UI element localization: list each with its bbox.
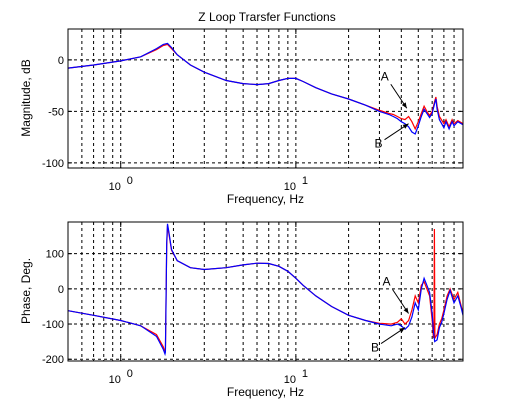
phase-ytick-label: 0 (58, 284, 64, 296)
mag-annotation-label: B (375, 137, 383, 151)
phase-plot-area (68, 222, 463, 361)
mag-plot-area (68, 29, 463, 168)
phase-ytick-label: -200 (42, 354, 64, 366)
phase-xtick-label: 10 (109, 374, 121, 386)
figure-title: Z Loop Trarsfer Functions (198, 10, 335, 24)
phase-annotation-arrowhead (403, 307, 409, 314)
phase-xtick-exponent: 1 (302, 368, 308, 380)
phase-xlabel: Frequency, Hz (227, 385, 304, 399)
phase-ylabel: Phase, Deg. (19, 258, 33, 324)
phase-annotation-label: B (371, 341, 379, 355)
mag-ytick-label: 0 (58, 55, 64, 67)
mag-ytick-label: -50 (48, 106, 64, 118)
mag-annotation-label: A (381, 69, 389, 83)
mag-series-b-line (68, 42, 463, 135)
mag-annotation-arrowhead (401, 102, 407, 109)
phase-ytick-label: -100 (42, 319, 64, 331)
mag-axes-box (67, 28, 464, 169)
magnitude-plot: -100 -50 0 10 0 10 1 A B Frequency, Hz Magnitude, … (19, 28, 464, 206)
mag-ylabel: Magnitude, dB (19, 59, 33, 136)
mag-xtick-exponent: 1 (302, 175, 308, 187)
phase-axes-box (67, 221, 464, 362)
mag-xtick-exponent: 0 (127, 175, 133, 187)
mag-ytick-label: -100 (42, 158, 64, 170)
phase-annotation-arrowhead (399, 327, 406, 333)
mag-annotation-arrowhead (402, 123, 409, 129)
phase-series-b-line (68, 223, 463, 357)
mag-xtick-label: 10 (109, 181, 121, 193)
phase-annotation-label: A (383, 274, 391, 288)
phase-xtick-label: 10 (284, 374, 296, 386)
phase-xtick-exponent: 0 (127, 368, 133, 380)
phase-ytick-label: 100 (46, 249, 64, 261)
mag-xlabel: Frequency, Hz (227, 192, 304, 206)
mag-xtick-label: 10 (284, 181, 296, 193)
